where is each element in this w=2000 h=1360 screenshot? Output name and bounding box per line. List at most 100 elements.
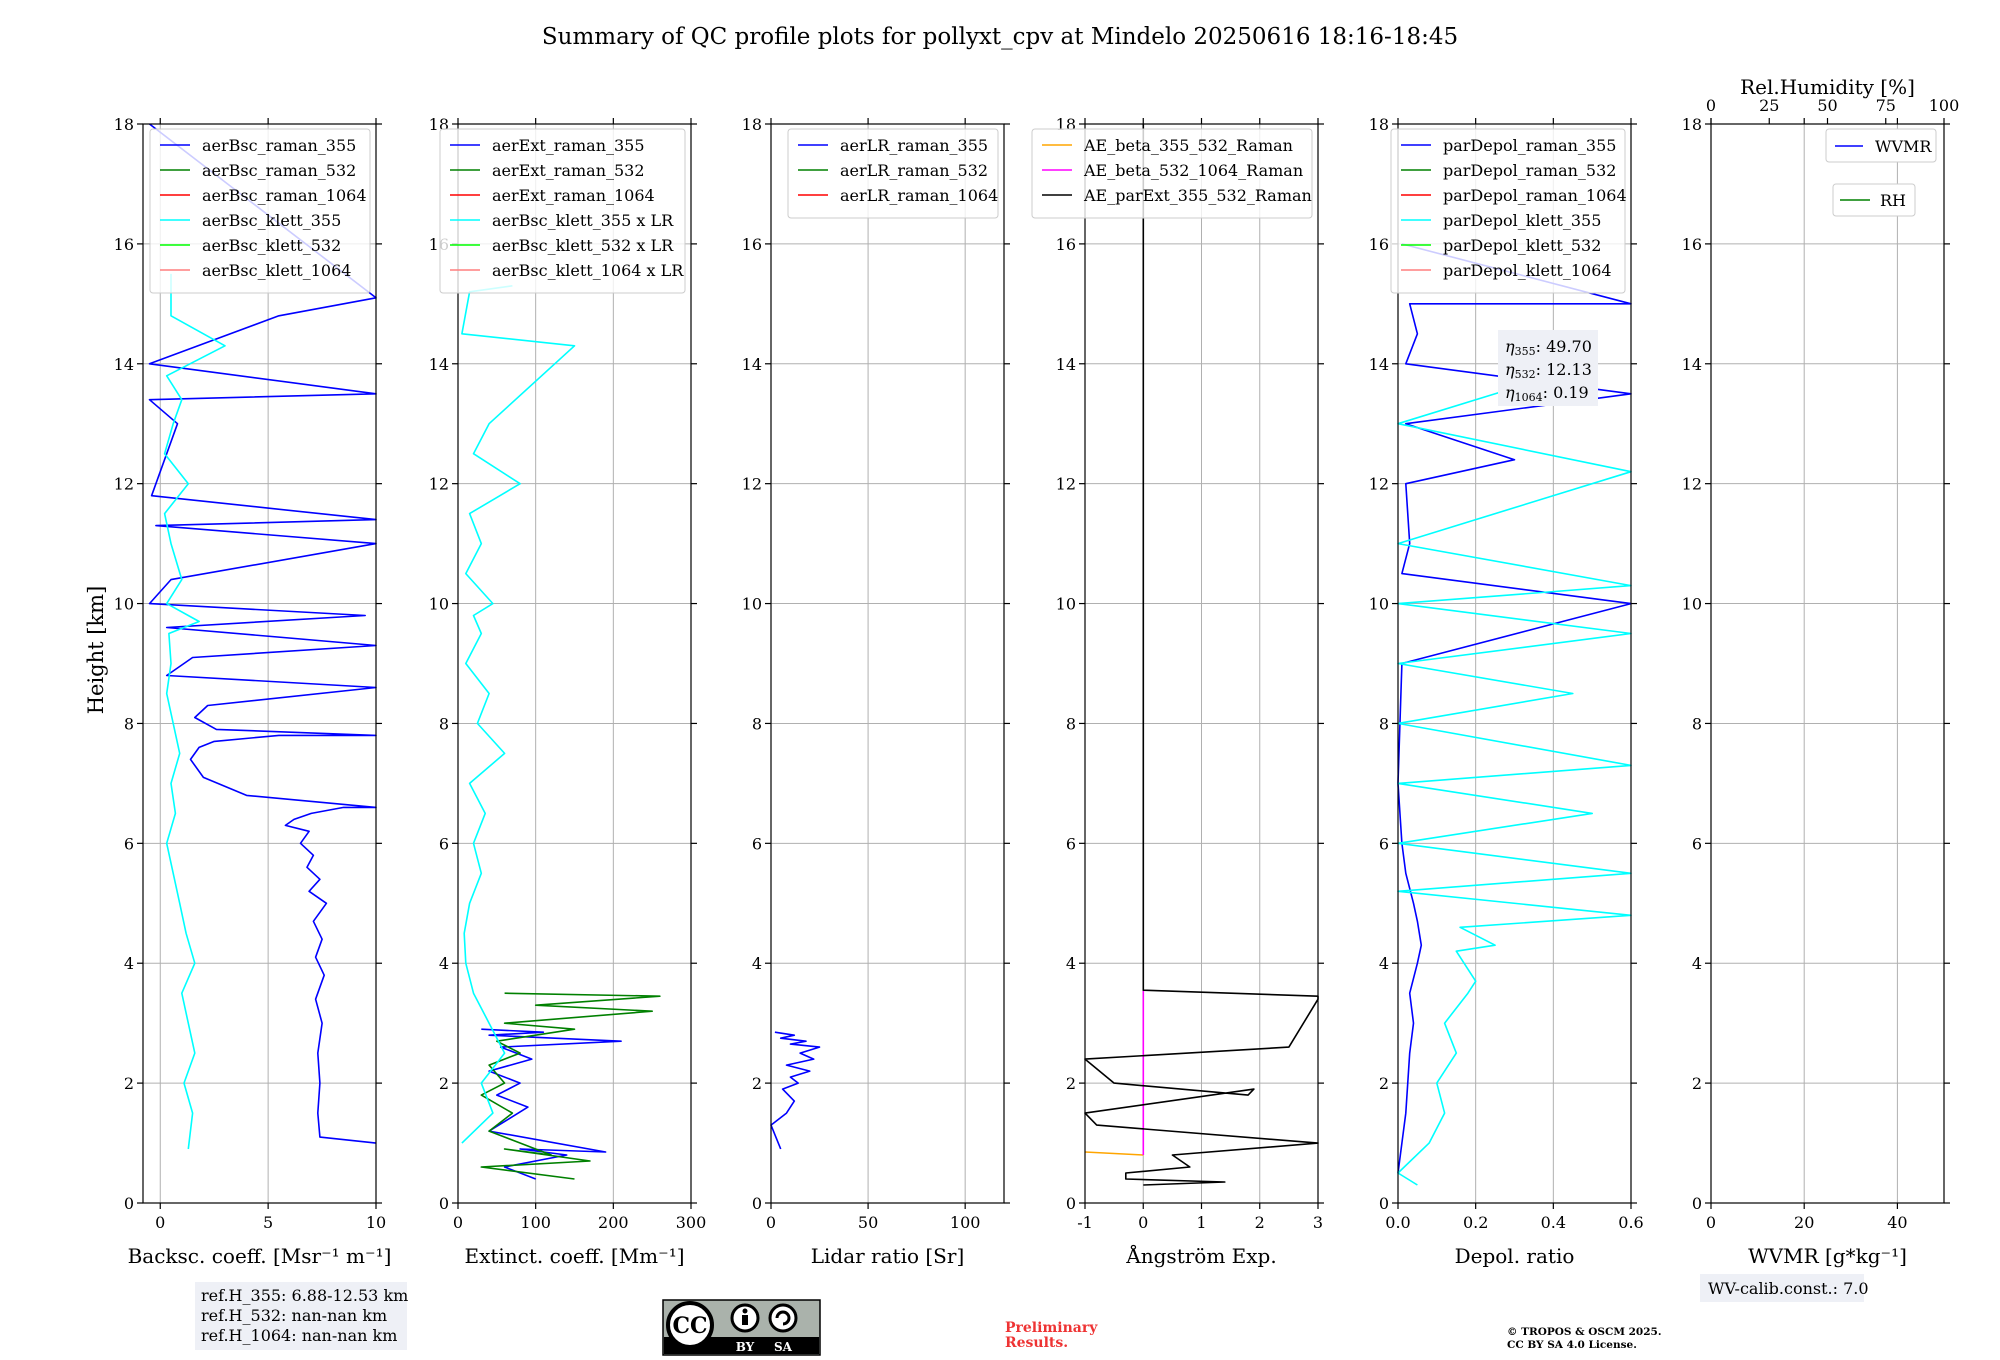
- y-tick-label: 8: [1379, 714, 1389, 733]
- y-tick-label: 0: [124, 1194, 134, 1213]
- refh-line: ref.H_532: nan-nan km: [201, 1306, 387, 1325]
- series-line: [148, 123, 377, 1144]
- x-tick-label: 100: [950, 1213, 981, 1232]
- y-tick-label: 16: [1369, 235, 1389, 254]
- x-tick-label: 10: [366, 1213, 386, 1232]
- x-tick-label: 0: [1706, 1213, 1716, 1232]
- x-tick-label: 5: [263, 1213, 273, 1232]
- y-tick-label: 18: [742, 115, 762, 134]
- x-tick-label: 3: [1313, 1213, 1323, 1232]
- series-line: [481, 1028, 622, 1180]
- y-tick-label: 6: [439, 834, 449, 853]
- legend-entry: aerBsc_klett_1064: [202, 261, 351, 280]
- x-tick-label: 0.6: [1618, 1213, 1643, 1232]
- legend-entry: aerBsc_raman_355: [202, 136, 356, 155]
- series-line: [461, 285, 576, 1144]
- legend-box: [787, 128, 999, 219]
- y-tick-label: 4: [439, 954, 449, 973]
- refh-line: ref.H_1064: nan-nan km: [201, 1326, 397, 1345]
- legend-entry: aerLR_raman_355: [840, 136, 988, 155]
- axes-frame: [1710, 123, 1945, 1204]
- y-tick-label: 12: [114, 475, 134, 494]
- cc-circle-icon: [666, 1301, 714, 1349]
- y-tick-label: 14: [114, 355, 134, 374]
- series-line: [1084, 1151, 1144, 1156]
- top-x-tick-label: 50: [1817, 96, 1837, 115]
- x-tick-label: 50: [858, 1213, 878, 1232]
- y-tick-label: 6: [1692, 834, 1702, 853]
- y-tick-label: 10: [1369, 595, 1389, 614]
- series-line: [770, 1031, 821, 1150]
- panel-backscatter: 0 5 10 0 2 4 6 8 10 12 14 16 18 Backsc. coeff. [Msr⁻¹…: [114, 115, 392, 1268]
- eta-value: 0.19: [1553, 383, 1589, 402]
- x-tick-label: 2: [1255, 1213, 1265, 1232]
- legend-entry: parDepol_klett_532: [1443, 236, 1601, 255]
- legend-box: [439, 128, 686, 294]
- legend-box: [1031, 128, 1313, 219]
- eta-subscript: 532: [1515, 368, 1536, 381]
- x-tick-label: 100: [520, 1213, 551, 1232]
- copyright-text: CC BY SA 4.0 License.: [1507, 1339, 1637, 1351]
- legend-entry: AE_parExt_355_532_Raman: [1083, 186, 1312, 205]
- legend-entry: aerBsc_raman_1064: [202, 186, 367, 205]
- x-axis-label: Lidar ratio [Sr]: [811, 1244, 965, 1268]
- by-person-head: [742, 1308, 748, 1314]
- eta-annotation: η355: 49.70: [1505, 337, 1592, 358]
- preliminary-text: Preliminary: [1005, 1320, 1098, 1336]
- by-person-body: [742, 1315, 748, 1325]
- legend-entry: AE_beta_355_532_Raman: [1083, 136, 1293, 155]
- legend-box: [149, 128, 371, 294]
- y-tick-label: 18: [114, 115, 134, 134]
- x-tick-label: 40: [1887, 1213, 1907, 1232]
- y-tick-label: 4: [752, 954, 762, 973]
- legend-entry: parDepol_klett_1064: [1443, 261, 1612, 280]
- y-tick-label: 6: [1066, 834, 1076, 853]
- axes-frame: [770, 123, 1005, 1204]
- x-axis-label: Depol. ratio: [1455, 1244, 1575, 1268]
- y-tick-label: 8: [1066, 714, 1076, 733]
- legend-entry: aerBsc_klett_532: [202, 236, 341, 255]
- y-tick-label: 10: [429, 595, 449, 614]
- y-tick-label: 4: [1379, 954, 1389, 973]
- x-tick-label: 0.4: [1541, 1213, 1566, 1232]
- y-tick-label: 10: [1056, 595, 1076, 614]
- y-tick-label: 12: [1682, 475, 1702, 494]
- legend-box: [1390, 128, 1626, 294]
- y-tick-label: 2: [1379, 1074, 1389, 1093]
- sa-share-icon: [768, 1303, 798, 1333]
- x-tick-label: -1: [1077, 1213, 1093, 1232]
- y-tick-label: 16: [742, 235, 762, 254]
- y-tick-label: 6: [1379, 834, 1389, 853]
- axes-frame: [457, 123, 692, 1204]
- y-tick-label: 14: [429, 355, 449, 374]
- y-tick-label: 12: [429, 475, 449, 494]
- x-axis-label: Ångström Exp.: [1125, 1243, 1276, 1268]
- y-tick-label: 0: [1066, 1194, 1076, 1213]
- refh-line: ref.H_355: 6.88-12.53 km: [201, 1286, 408, 1305]
- y-tick-label: 0: [752, 1194, 762, 1213]
- x-tick-label: 0: [155, 1213, 165, 1232]
- legend-entry: parDepol_raman_1064: [1443, 186, 1627, 205]
- y-tick-label: 2: [1066, 1074, 1076, 1093]
- y-tick-label: 8: [439, 714, 449, 733]
- figure-title: Summary of QC profile plots for pollyxt_…: [542, 24, 1458, 50]
- y-tick-label: 4: [1692, 954, 1702, 973]
- y-axis-label: Height [km]: [84, 586, 108, 715]
- panel-lidar-ratio: 0 50 100 0 2 4 6 8 10 12 14 16 18 Lidar ratio [Sr] aer…: [742, 115, 1010, 1268]
- y-tick-label: 4: [124, 954, 134, 973]
- y-tick-label: 16: [114, 235, 134, 254]
- top-x-tick-label: 0: [1706, 96, 1716, 115]
- y-tick-label: 14: [1369, 355, 1389, 374]
- y-tick-label: 4: [1066, 954, 1076, 973]
- legend-entry: aerExt_raman_1064: [492, 186, 655, 205]
- wv-calib-text: WV-calib.const.: 7.0: [1708, 1279, 1869, 1298]
- x-tick-label: 0: [1138, 1213, 1148, 1232]
- y-tick-label: 2: [1692, 1074, 1702, 1093]
- legend-entry: aerLR_raman_1064: [840, 186, 998, 205]
- x-tick-label: 20: [1794, 1213, 1814, 1232]
- y-tick-label: 0: [1692, 1194, 1702, 1213]
- legend-entry: aerExt_raman_355: [492, 136, 645, 155]
